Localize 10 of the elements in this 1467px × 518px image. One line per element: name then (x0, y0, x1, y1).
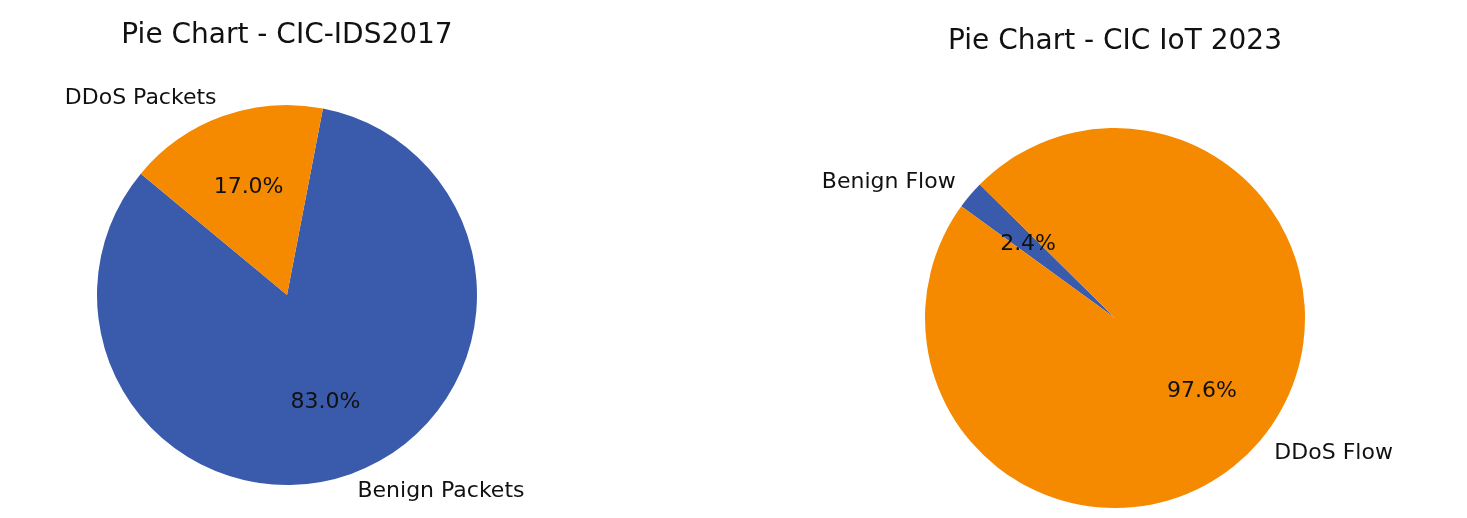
slice-label: Benign Packets (357, 477, 525, 503)
slice-label: DDoS Flow (1274, 438, 1393, 464)
data-label: 83.0% (290, 388, 361, 414)
data-label: 17.0% (213, 173, 284, 199)
data-label: 97.6% (1166, 377, 1237, 403)
data-label: 2.4% (1000, 229, 1057, 255)
slice-label: DDoS Packets (64, 83, 217, 109)
chart-title: Pie Chart - CIC-IDS2017 (121, 17, 453, 51)
chart-title: Pie Chart - CIC IoT 2023 (948, 23, 1282, 57)
slice-label: Benign Flow (821, 168, 956, 194)
